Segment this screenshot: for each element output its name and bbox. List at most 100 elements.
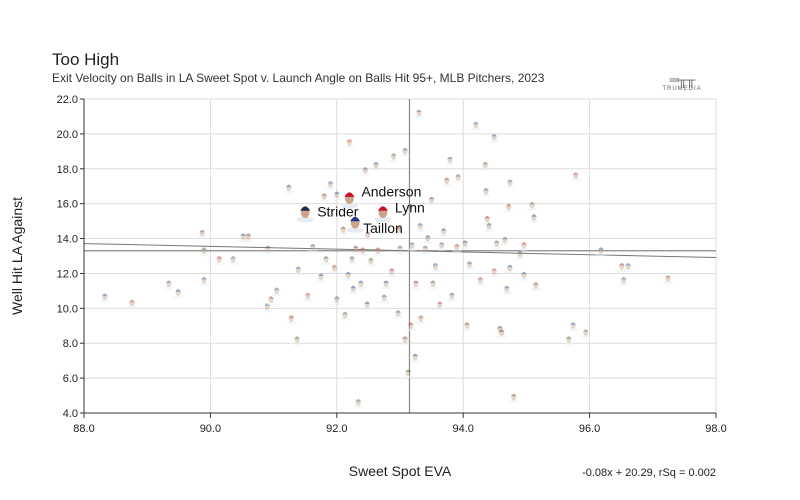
face <box>349 256 355 263</box>
face <box>375 247 381 254</box>
player-headshot-point <box>266 296 277 306</box>
player-headshot-point <box>262 245 273 255</box>
cap <box>517 250 523 254</box>
player-headshot-point <box>319 193 330 203</box>
face <box>345 272 351 279</box>
face <box>573 172 579 179</box>
jersey <box>325 186 336 191</box>
jersey <box>99 299 110 303</box>
face <box>199 230 205 237</box>
player-headshot-point <box>99 293 110 303</box>
player-headshot-point <box>663 275 673 285</box>
jersey <box>515 256 526 260</box>
player-headshot-point <box>496 329 507 339</box>
jersey <box>527 207 538 212</box>
face <box>521 242 527 249</box>
jersey <box>127 305 137 309</box>
cap <box>364 231 371 235</box>
player-headshot-point <box>329 264 340 274</box>
player-headshot-point <box>410 353 421 363</box>
player-headshot-point <box>343 271 354 281</box>
face <box>482 162 488 169</box>
face <box>346 139 352 146</box>
jersey <box>400 153 411 157</box>
face <box>334 296 340 303</box>
face <box>473 122 479 129</box>
cap <box>598 247 604 250</box>
player-headshot-point <box>381 280 392 290</box>
cap <box>502 236 508 240</box>
face <box>497 326 503 333</box>
jersey <box>286 321 297 325</box>
player-headshot-point <box>400 147 411 157</box>
face <box>430 280 436 288</box>
cap <box>425 235 431 238</box>
jersey <box>444 162 455 166</box>
cap <box>294 336 300 339</box>
cap <box>350 216 361 222</box>
cap <box>358 280 364 284</box>
jersey <box>331 302 342 306</box>
face <box>373 162 379 169</box>
face <box>444 177 450 185</box>
x-tick-label: 90.0 <box>200 423 221 435</box>
player-headshot-point <box>403 369 414 379</box>
cap <box>321 193 327 196</box>
player-headshot-point <box>446 292 457 302</box>
cap <box>665 275 671 278</box>
face <box>491 268 497 275</box>
face <box>166 280 172 288</box>
face <box>417 223 423 230</box>
jersey <box>393 232 404 236</box>
y-tick-label: 22.0 <box>57 94 78 106</box>
cap <box>417 222 424 226</box>
y-tick-label: 4.0 <box>63 408 78 420</box>
player-headshot-point <box>293 266 304 276</box>
cap <box>273 287 280 290</box>
x-tick-label: 96.0 <box>579 423 600 435</box>
cap <box>507 179 513 182</box>
cap <box>102 293 108 297</box>
face <box>454 244 460 251</box>
cap <box>521 242 527 245</box>
face <box>533 282 539 289</box>
face <box>288 315 294 322</box>
face <box>491 134 497 141</box>
cap <box>352 245 359 249</box>
jersey <box>347 261 357 266</box>
jersey <box>434 307 445 311</box>
cap <box>340 226 346 229</box>
jersey <box>350 251 361 255</box>
cap <box>498 329 505 332</box>
face <box>429 197 435 204</box>
face <box>409 242 415 249</box>
cap <box>368 257 374 261</box>
jersey <box>415 228 426 232</box>
face <box>355 399 361 406</box>
jersey <box>395 251 405 255</box>
player-headshot-point <box>501 285 512 295</box>
cap <box>416 109 422 113</box>
face <box>310 244 316 251</box>
player-label: Anderson <box>361 183 421 199</box>
cap <box>165 280 172 284</box>
cap <box>288 315 295 318</box>
face <box>340 226 346 233</box>
face <box>286 184 292 192</box>
player-headshot-point <box>623 263 634 273</box>
cap <box>199 229 205 233</box>
player-headshot-point <box>451 243 462 253</box>
player-headshot-point <box>518 242 529 252</box>
jersey <box>491 246 502 250</box>
player-headshot-point <box>434 301 445 311</box>
face <box>531 214 537 221</box>
player-headshot-point <box>348 285 359 295</box>
face <box>504 285 510 293</box>
player-headshot-point <box>286 315 297 325</box>
player-headshot-point <box>365 257 376 267</box>
cap <box>473 121 479 125</box>
y-tick-label: 8.0 <box>63 338 78 350</box>
jersey <box>462 328 472 332</box>
player-headshot-point <box>372 247 383 257</box>
